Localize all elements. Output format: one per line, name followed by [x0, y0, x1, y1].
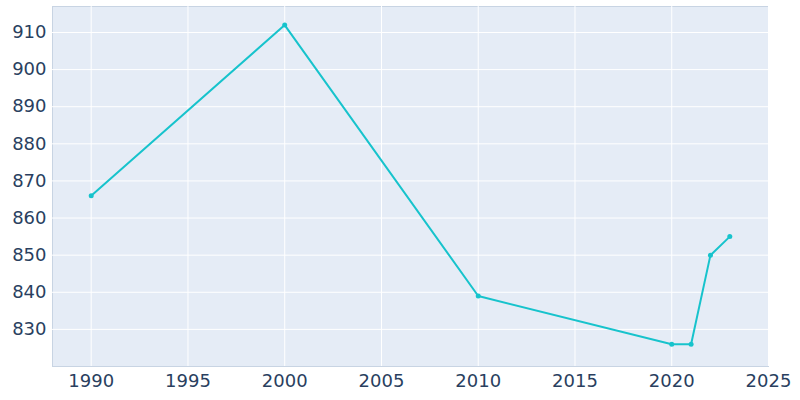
- svg-text:910: 910: [12, 21, 46, 42]
- svg-text:850: 850: [12, 244, 46, 265]
- svg-text:2020: 2020: [649, 370, 695, 391]
- svg-text:870: 870: [12, 170, 46, 191]
- svg-text:2005: 2005: [359, 370, 405, 391]
- svg-text:2000: 2000: [262, 370, 308, 391]
- svg-text:1990: 1990: [68, 370, 114, 391]
- svg-text:880: 880: [12, 133, 46, 154]
- svg-text:900: 900: [12, 58, 46, 79]
- svg-text:860: 860: [12, 207, 46, 228]
- svg-text:1995: 1995: [165, 370, 211, 391]
- svg-text:840: 840: [12, 281, 46, 302]
- svg-text:890: 890: [12, 95, 46, 116]
- svg-text:2015: 2015: [552, 370, 598, 391]
- svg-text:2010: 2010: [455, 370, 501, 391]
- svg-text:2025: 2025: [746, 370, 792, 391]
- svg-text:830: 830: [12, 318, 46, 339]
